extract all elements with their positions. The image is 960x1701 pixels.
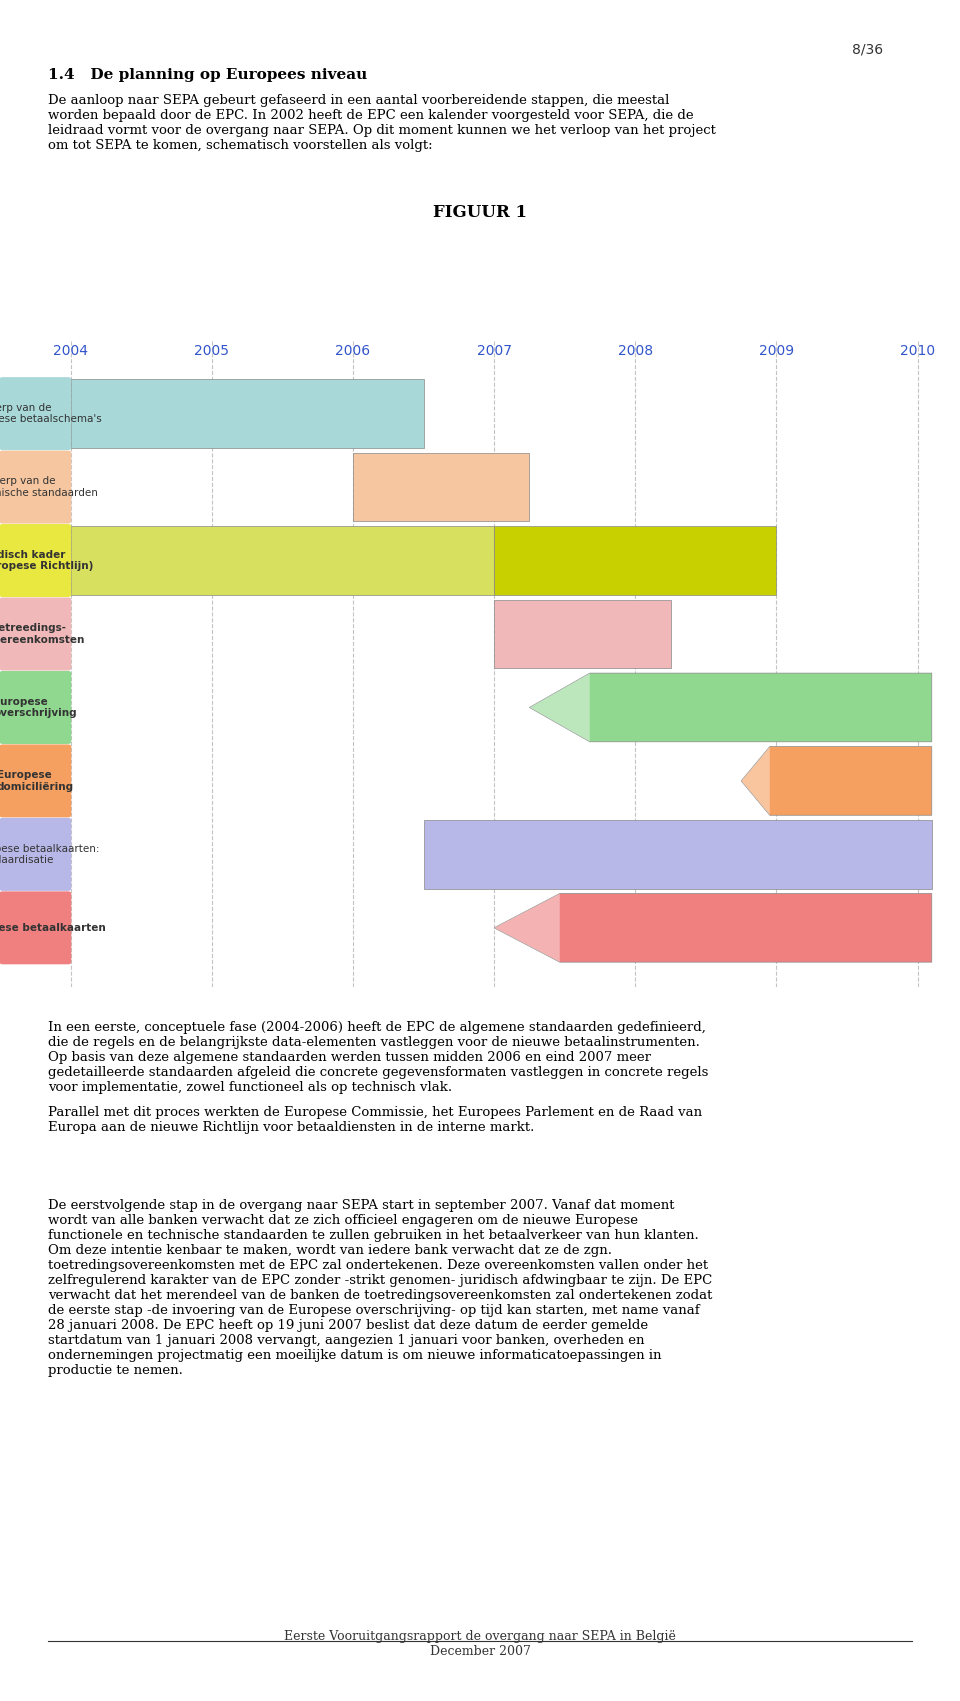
FancyBboxPatch shape — [0, 672, 71, 743]
Bar — [71, 379, 423, 447]
Text: Juridisch kader
(Europese Richtlijn): Juridisch kader (Europese Richtlijn) — [0, 549, 93, 572]
Text: Toetreedings-
overeenkomsten: Toetreedings- overeenkomsten — [0, 623, 84, 645]
Bar — [423, 820, 932, 888]
Bar — [71, 526, 494, 595]
Text: 2004: 2004 — [53, 344, 88, 359]
Text: Ontwerp van de
technische standaarden: Ontwerp van de technische standaarden — [0, 476, 98, 498]
Text: De eerstvolgende stap in de overgang naar SEPA start in september 2007. Vanaf da: De eerstvolgende stap in de overgang naa… — [48, 1199, 712, 1378]
Text: Europese betaalkaarten: Europese betaalkaarten — [0, 924, 107, 932]
Text: 2008: 2008 — [617, 344, 653, 359]
FancyBboxPatch shape — [0, 745, 71, 816]
Polygon shape — [741, 747, 770, 815]
Text: 2007: 2007 — [476, 344, 512, 359]
FancyBboxPatch shape — [0, 524, 71, 597]
Text: Ontwerp van de
Europese betaalschema's: Ontwerp van de Europese betaalschema's — [0, 403, 102, 425]
Text: Eerste Vooruitgangsrapport de overgang naar SEPA in België
December 2007: Eerste Vooruitgangsrapport de overgang n… — [284, 1631, 676, 1658]
Text: De aanloop naar SEPA gebeurt gefaseerd in een aantal voorbereidende stappen, die: De aanloop naar SEPA gebeurt gefaseerd i… — [48, 94, 716, 151]
Text: 2006: 2006 — [335, 344, 371, 359]
Text: Europese
overschrijving: Europese overschrijving — [0, 697, 77, 718]
Polygon shape — [529, 674, 589, 742]
Polygon shape — [494, 893, 932, 963]
Bar — [494, 600, 671, 668]
Text: 2009: 2009 — [759, 344, 794, 359]
Polygon shape — [529, 674, 932, 742]
Text: 1.4   De planning op Europees niveau: 1.4 De planning op Europees niveau — [48, 68, 368, 82]
Text: 2010: 2010 — [900, 344, 935, 359]
Text: In een eerste, conceptuele fase (2004-2006) heeft de EPC de algemene standaarden: In een eerste, conceptuele fase (2004-20… — [48, 1021, 708, 1094]
Text: Europese
domiciliëring: Europese domiciliëring — [0, 771, 74, 791]
Text: 8/36: 8/36 — [852, 43, 883, 56]
FancyBboxPatch shape — [0, 599, 71, 670]
FancyBboxPatch shape — [0, 818, 71, 890]
Text: Parallel met dit proces werkten de Europese Commissie, het Europees Parlement en: Parallel met dit proces werkten de Europ… — [48, 1106, 702, 1133]
FancyBboxPatch shape — [0, 451, 71, 522]
FancyBboxPatch shape — [0, 378, 71, 449]
Text: FIGUUR 1: FIGUUR 1 — [433, 204, 527, 221]
Text: Europese betaalkaarten:
Standaardisatie: Europese betaalkaarten: Standaardisatie — [0, 844, 100, 866]
Text: 2005: 2005 — [194, 344, 229, 359]
Polygon shape — [741, 747, 932, 815]
Bar — [494, 526, 777, 595]
Bar — [353, 452, 529, 522]
FancyBboxPatch shape — [0, 891, 71, 964]
Polygon shape — [494, 893, 560, 963]
